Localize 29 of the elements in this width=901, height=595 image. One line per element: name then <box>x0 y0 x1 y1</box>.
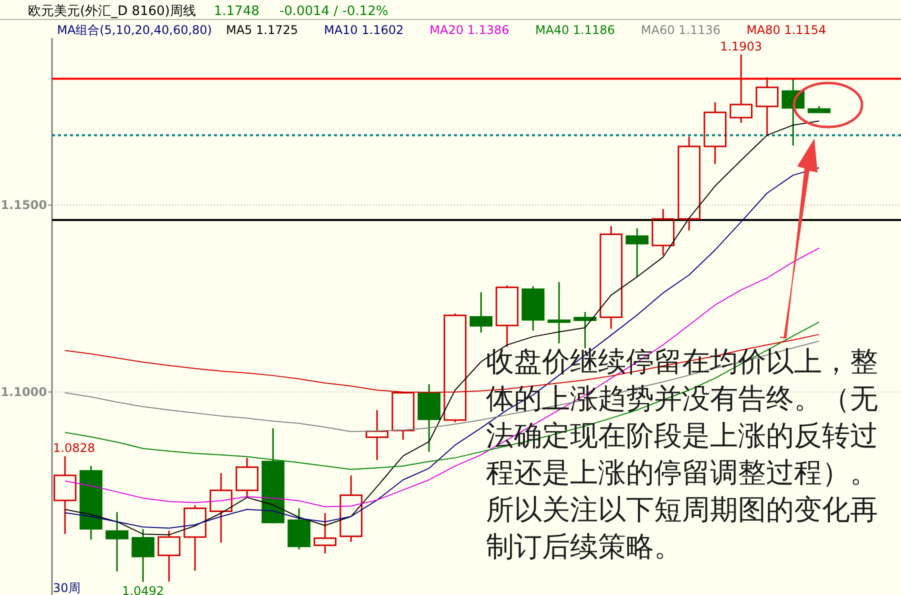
annotation: 1.1903 <box>720 39 762 54</box>
candlestick <box>470 291 492 334</box>
text: MA40 1.1186 <box>535 23 615 37</box>
candlestick <box>54 456 76 535</box>
annotation: 1.0492 <box>122 584 164 595</box>
text: MA10 1.1602 <box>324 23 404 37</box>
candlestick <box>418 383 440 453</box>
candlestick <box>366 409 388 461</box>
text: 1.1748 <box>214 4 260 19</box>
legend-title: MA组合(5,10,20,40,60,80) <box>57 23 212 37</box>
candlestick <box>600 225 622 330</box>
text: MA5 1.1725 <box>226 23 298 37</box>
candlestick <box>548 281 570 344</box>
candlestick <box>704 102 726 165</box>
text: -0.0014 / -0.12% <box>279 4 388 19</box>
candlestick <box>210 472 232 544</box>
text: MA80 1.1154 <box>746 23 826 37</box>
candlestick <box>652 208 674 256</box>
candlestick <box>678 136 700 232</box>
candlestick <box>314 512 336 554</box>
text: MA60 1.1136 <box>640 23 721 37</box>
y-tick-label: 1.1000 <box>0 385 47 400</box>
chart-title: 欧元美元(外汇_D 8160)周线 <box>28 3 196 19</box>
candlestick <box>756 76 778 136</box>
text: MA20 1.1386 <box>430 23 510 37</box>
y-tick-label: 1.1500 <box>0 198 47 212</box>
candlestick <box>106 511 128 572</box>
annotation: 30周 <box>53 581 80 595</box>
annotation: 1.0828 <box>53 441 95 455</box>
